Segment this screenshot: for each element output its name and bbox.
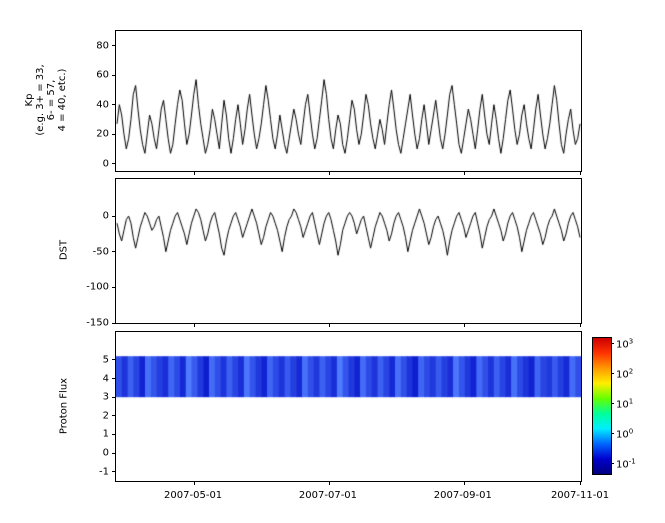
kp-y-tick-label: 80	[96, 40, 109, 52]
kp-y-tick-label: 40	[96, 99, 109, 111]
proton-y-tick-mark	[112, 378, 116, 380]
dst-axis-label: DST	[58, 239, 70, 261]
kp-y-tick-mark	[112, 74, 116, 76]
kp-panel: 0 20 40 60 80	[96, 30, 582, 175]
kp-x-tick-mark	[463, 171, 465, 175]
dst-y-tick-label: -100	[86, 281, 109, 293]
proton-y-tick-mark	[112, 471, 116, 473]
colorbar-tick-label: 101	[616, 397, 634, 411]
proton-x-tick-mark	[194, 481, 196, 485]
kp-y-tick-label: 20	[96, 128, 109, 140]
kp-x-tick-mark	[580, 171, 581, 175]
proton-flux-spectrogram	[116, 332, 581, 481]
dst-y-tick-mark	[112, 215, 116, 217]
proton-flux-panel: 5 4 3 2 1 0 -1	[99, 331, 582, 485]
kp-x-tick-mark	[194, 171, 196, 175]
proton-y-tick-label: 2	[102, 410, 109, 422]
dst-y-tick-mark	[112, 251, 116, 253]
dst-x-tick-mark	[328, 323, 330, 327]
dst-line-plot	[116, 179, 581, 323]
colorbar-tick-label: 102	[616, 367, 634, 381]
kp-y-tick-label: 0	[102, 158, 109, 170]
dst-y-tick-mark	[112, 322, 116, 324]
proton-y-tick-label: 5	[102, 354, 109, 366]
colorbar-tick-label: 103	[616, 337, 634, 351]
dst-x-tick-mark	[463, 323, 465, 327]
colorbar-tick-label: 10-1	[616, 456, 636, 471]
kp-axis-label-line: (e.g. 3+ = 33,	[35, 64, 46, 136]
proton-flux-axis-label: Proton Flux	[58, 377, 70, 435]
kp-y-tick-mark	[112, 45, 116, 47]
kp-y-tick-mark	[112, 163, 116, 165]
proton-y-tick-label: 1	[102, 428, 109, 440]
x-axis-date-label: 2007-09-01	[433, 490, 492, 501]
kp-axis-label: Kp (e.g. 3+ = 33, 6- = 57, 4 = 40, etc.)	[24, 64, 68, 135]
colorbar-tick-mark	[611, 433, 614, 435]
proton-y-tick-label: 0	[102, 447, 109, 459]
proton-y-tick-mark	[112, 433, 116, 435]
x-axis-date-label: 2007-07-01	[298, 490, 358, 501]
kp-line-plot	[116, 31, 581, 171]
proton-y-tick-mark	[112, 359, 116, 361]
colorbar-tick-mark	[611, 373, 614, 375]
dst-x-tick-mark	[580, 323, 581, 327]
kp-axis-label-line: Kp	[24, 93, 35, 107]
proton-y-tick-mark	[112, 396, 116, 398]
colorbar-tick-mark	[611, 403, 614, 405]
dst-y-tick-label: -50	[92, 246, 109, 258]
dst-y-tick-mark	[112, 286, 116, 288]
colorbar: 103 102 101 100 10-1	[592, 337, 636, 475]
kp-axis-label-line: 6- = 57,	[46, 79, 57, 121]
proton-y-tick-mark	[112, 452, 116, 454]
dst-x-tick-mark	[194, 323, 196, 327]
proton-x-tick-mark	[328, 481, 330, 485]
dst-y-tick-label: 0	[102, 210, 109, 222]
proton-y-tick-label: -1	[99, 466, 109, 478]
x-axis-date-label: 2007-11-01	[550, 490, 610, 501]
proton-x-tick-mark	[580, 481, 581, 485]
dst-y-tick-label: -150	[86, 317, 109, 329]
proton-y-tick-mark	[112, 415, 116, 417]
proton-y-tick-label: 4	[102, 373, 109, 385]
colorbar-tick-mark	[611, 343, 614, 345]
proton-x-tick-mark	[463, 481, 465, 485]
dst-panel: 0 -50 -100 -150	[86, 178, 582, 329]
colorbar-tick-mark	[611, 463, 614, 465]
colorbar-tick-label: 100	[616, 426, 634, 441]
kp-y-tick-label: 60	[96, 69, 109, 81]
proton-y-tick-label: 3	[102, 391, 109, 403]
kp-y-tick-mark	[112, 104, 116, 106]
x-axis-date-label: 2007-05-01	[164, 490, 223, 501]
kp-axis-label-line: 4 = 40, etc.)	[57, 68, 68, 132]
kp-x-tick-mark	[328, 171, 330, 175]
kp-y-tick-mark	[112, 133, 116, 135]
